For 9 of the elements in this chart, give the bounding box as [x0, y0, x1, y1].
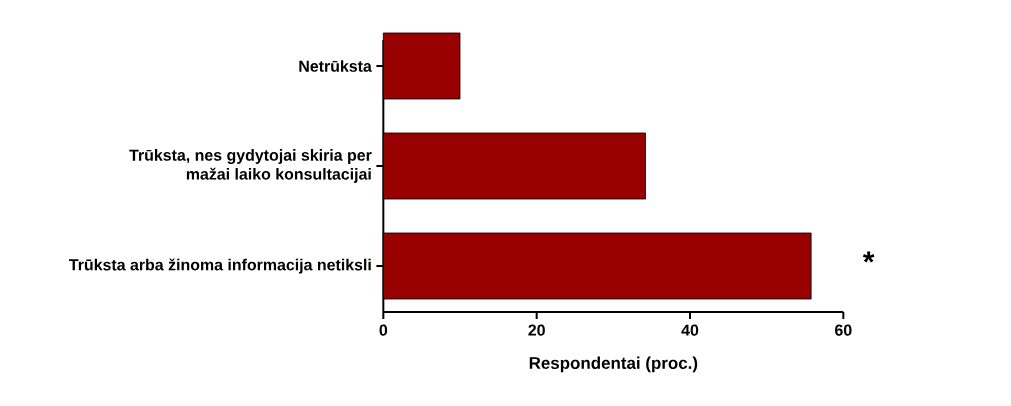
x-tick-label: 60 [835, 324, 852, 336]
y-tick-label: Trūksta arba žinoma informacija netiksli [69, 258, 371, 274]
x-axis-title: Respondentai (proc.) [529, 356, 698, 373]
x-tick-label: 0 [379, 324, 388, 336]
x-tick-label: 20 [528, 324, 545, 336]
x-tick-label: 40 [681, 324, 699, 336]
text: * [862, 251, 875, 263]
y-tick-label: Netrūksta [299, 60, 372, 72]
y-tick-label: Trūksta, nes gydytojai skiria per mažai laiko konsultacijai [129, 149, 372, 183]
